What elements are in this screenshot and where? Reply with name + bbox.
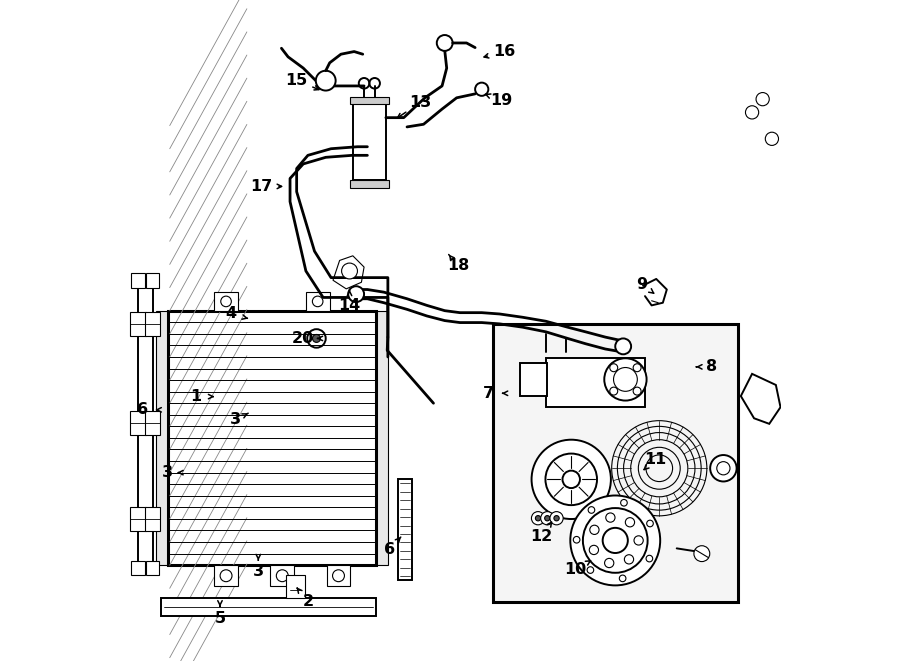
- Text: 18: 18: [446, 258, 469, 273]
- Text: 6: 6: [383, 543, 395, 557]
- Bar: [546, 358, 645, 407]
- Circle shape: [619, 575, 625, 582]
- Circle shape: [610, 387, 617, 395]
- Circle shape: [605, 559, 614, 568]
- Circle shape: [647, 520, 653, 527]
- Circle shape: [316, 71, 336, 91]
- Circle shape: [646, 555, 652, 562]
- Bar: [145, 411, 160, 435]
- Text: 9: 9: [636, 277, 647, 292]
- Circle shape: [610, 364, 617, 371]
- Circle shape: [554, 516, 559, 521]
- Text: 8: 8: [706, 360, 716, 374]
- Bar: [161, 598, 376, 616]
- Bar: [214, 292, 238, 311]
- Text: 5: 5: [214, 611, 226, 625]
- Bar: [327, 565, 350, 586]
- Text: 19: 19: [491, 93, 513, 108]
- Circle shape: [694, 546, 710, 562]
- Bar: [399, 479, 411, 580]
- Circle shape: [633, 364, 641, 371]
- Circle shape: [633, 387, 641, 395]
- Circle shape: [475, 83, 489, 96]
- Circle shape: [550, 512, 563, 525]
- Circle shape: [587, 566, 594, 573]
- Circle shape: [626, 518, 634, 527]
- Bar: [519, 363, 547, 396]
- Bar: [145, 312, 160, 336]
- Circle shape: [765, 132, 778, 145]
- Text: 4: 4: [225, 307, 236, 321]
- Circle shape: [634, 536, 643, 545]
- Circle shape: [616, 338, 631, 354]
- Text: 15: 15: [285, 73, 308, 88]
- Circle shape: [562, 471, 580, 488]
- Bar: [350, 180, 389, 188]
- Circle shape: [590, 545, 598, 555]
- Bar: [146, 561, 159, 575]
- Bar: [156, 311, 167, 565]
- Circle shape: [536, 516, 541, 521]
- Circle shape: [312, 334, 320, 342]
- Text: 17: 17: [250, 179, 273, 194]
- Text: 13: 13: [410, 95, 431, 110]
- Circle shape: [532, 440, 611, 519]
- Circle shape: [436, 35, 453, 51]
- Circle shape: [544, 516, 550, 521]
- Circle shape: [348, 286, 364, 302]
- Bar: [130, 411, 146, 435]
- Bar: [131, 273, 145, 288]
- Bar: [350, 97, 389, 104]
- Bar: [145, 507, 160, 531]
- Circle shape: [531, 512, 544, 525]
- Circle shape: [307, 329, 326, 348]
- Bar: [214, 565, 238, 586]
- Circle shape: [573, 537, 580, 543]
- Circle shape: [588, 507, 595, 514]
- Circle shape: [583, 508, 648, 573]
- Bar: [270, 565, 294, 586]
- Circle shape: [541, 512, 554, 525]
- Circle shape: [606, 513, 615, 522]
- Circle shape: [545, 453, 597, 505]
- Text: 10: 10: [564, 563, 587, 577]
- Text: 14: 14: [338, 298, 361, 313]
- Text: 1: 1: [190, 389, 201, 404]
- Bar: [353, 104, 386, 180]
- Bar: [130, 312, 146, 336]
- Text: 2: 2: [302, 594, 313, 609]
- Circle shape: [621, 500, 627, 506]
- Bar: [146, 273, 159, 288]
- Circle shape: [710, 455, 736, 481]
- Bar: [306, 292, 329, 311]
- Bar: [286, 575, 304, 598]
- Bar: [131, 561, 145, 575]
- Circle shape: [603, 528, 628, 553]
- Circle shape: [745, 106, 759, 119]
- Bar: [167, 311, 376, 565]
- Text: 12: 12: [530, 529, 553, 544]
- Text: 3: 3: [230, 412, 240, 427]
- Bar: [376, 311, 388, 565]
- Circle shape: [625, 555, 634, 564]
- Circle shape: [590, 525, 599, 535]
- Text: 16: 16: [493, 44, 516, 59]
- Text: 20: 20: [292, 331, 314, 346]
- Text: 11: 11: [644, 452, 666, 467]
- Text: 7: 7: [482, 386, 494, 401]
- Bar: [493, 324, 737, 602]
- Text: 3: 3: [253, 564, 264, 579]
- Circle shape: [342, 263, 357, 279]
- Bar: [130, 507, 146, 531]
- Circle shape: [716, 461, 730, 475]
- Circle shape: [756, 93, 770, 106]
- Text: 3: 3: [162, 465, 174, 480]
- Text: 6: 6: [137, 403, 148, 417]
- Circle shape: [571, 496, 661, 586]
- Circle shape: [604, 358, 646, 401]
